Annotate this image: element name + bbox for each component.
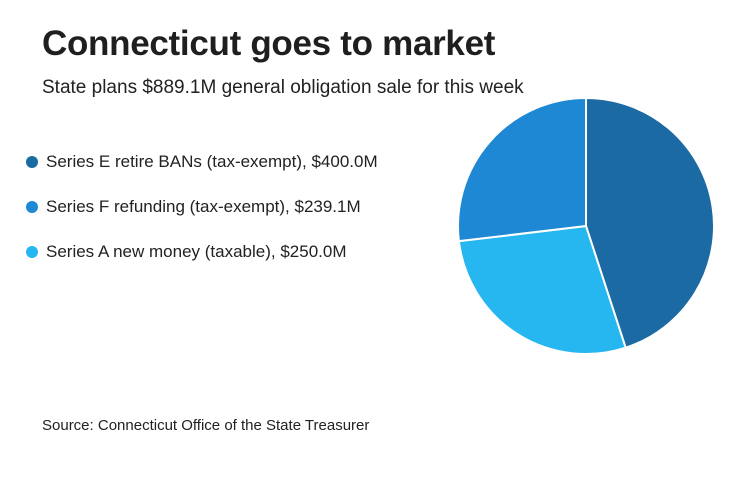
legend-swatch-series-f — [26, 201, 38, 213]
pie-slice-series-f — [457, 98, 587, 243]
legend-item-series-e: Series E retire BANs (tax-exempt), $400.… — [26, 151, 378, 173]
legend-item-series-a: Series A new money (taxable), $250.0M — [26, 241, 378, 263]
legend-label-series-e: Series E retire BANs (tax-exempt), $400.… — [46, 152, 378, 171]
legend-item-series-f: Series F refunding (tax-exempt), $239.1M — [26, 196, 378, 218]
source-note: Source: Connecticut Office of the State … — [42, 417, 370, 434]
pie-slice-series-e — [585, 98, 715, 349]
legend-swatch-series-a — [26, 246, 38, 258]
pie-slice-series-a — [457, 225, 627, 355]
legend-label-series-a: Series A new money (taxable), $250.0M — [46, 242, 347, 261]
chart-legend: Series E retire BANs (tax-exempt), $400.… — [26, 151, 378, 286]
chart-title: Connecticut goes to market — [42, 24, 496, 63]
pie-chart — [457, 98, 715, 355]
legend-swatch-series-e — [26, 156, 38, 168]
chart-subtitle: State plans $889.1M general obligation s… — [42, 77, 524, 98]
legend-label-series-f: Series F refunding (tax-exempt), $239.1M — [46, 197, 361, 216]
